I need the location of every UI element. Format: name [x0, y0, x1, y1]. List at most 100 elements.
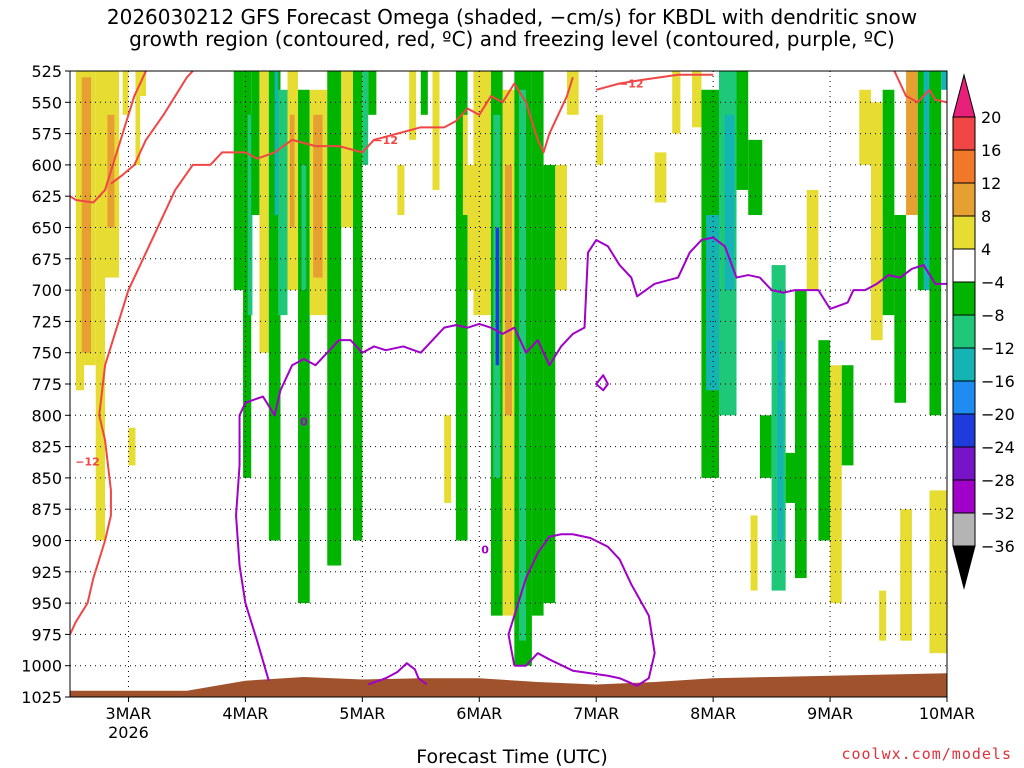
omega-cell-2	[95, 71, 106, 541]
omega-cell-34	[455, 71, 468, 541]
y-axis: 525 550 575 600 625 650 675 700 725 750 775 800 825 8…	[21, 62, 70, 707]
omega-cell-50	[654, 152, 667, 203]
purple-contour-label-1: 0	[481, 543, 489, 556]
x-tick-label-5: 8MAR	[690, 704, 736, 723]
y-tick-label-900: 900	[31, 532, 62, 551]
colorbar-label-10: −24	[981, 438, 1015, 457]
omega-cell-8	[135, 71, 141, 165]
omega-cell-73	[894, 214, 907, 403]
x-tick-label-3: 6MAR	[456, 704, 502, 723]
red-contour-1	[70, 76, 574, 635]
omega-cell-70	[870, 102, 883, 341]
omega-cell-62	[777, 340, 784, 541]
chart-title-line2: growth region (contoured, red, ºC) and f…	[129, 27, 895, 51]
y-tick-label-775: 775	[31, 375, 62, 394]
omega-cell-11	[243, 71, 252, 478]
omega-cell-78	[929, 71, 942, 416]
credit-text[interactable]: coolwx.com/models	[841, 745, 1012, 763]
chart-title-line1: 2026030212 GFS Forecast Omega (shaded, −…	[106, 5, 918, 29]
colorbar-label-12: −32	[981, 504, 1015, 523]
omega-cell-52	[692, 71, 702, 128]
red-contour-label-0: −12	[75, 456, 100, 469]
x-tick-label-0: 3MAR	[105, 704, 151, 723]
colorbar-bin-4	[952, 215, 976, 250]
omega-cell-24	[327, 71, 342, 566]
colorbar-label-0: 20	[981, 108, 1001, 127]
omega-cell-69	[859, 89, 871, 165]
omega-cell-5	[122, 71, 129, 115]
purple-contour-3	[595, 374, 609, 392]
colorbar-label-11: −28	[981, 471, 1015, 490]
omega-cell-36	[467, 164, 477, 291]
red-contour-2	[110, 71, 194, 185]
omega-cell-27	[362, 71, 369, 165]
omega-cell-17	[278, 89, 288, 316]
y-tick-label-750: 750	[31, 344, 62, 363]
omega-cell-67	[830, 365, 842, 604]
omega-cell-56	[724, 114, 735, 291]
colorbar-bin-13	[952, 512, 976, 547]
purple-contour-1	[507, 533, 656, 687]
purple-contour-label-0: 0	[300, 416, 308, 429]
omega-cell-49	[596, 114, 604, 165]
colorbar-label-2: 12	[981, 174, 1001, 193]
omega-cell-74	[900, 509, 912, 641]
omega-cell-79	[929, 490, 947, 654]
y-tick-label-800: 800	[31, 406, 62, 425]
colorbar-top-arrow	[952, 73, 976, 118]
omega-cell-10	[233, 71, 244, 291]
omega-cell-58	[748, 139, 763, 215]
x-tick-label-4: 7MAR	[573, 704, 619, 723]
red-contour-0	[70, 71, 147, 204]
omega-cell-0	[75, 71, 85, 391]
y-tick-label-1000: 1000	[21, 657, 62, 676]
colorbar: 20 16 12 8 4 −4 −8 −12 −16 −20 −24 −28 −32 −36	[952, 73, 1015, 590]
y-tick-label-625: 625	[31, 187, 62, 206]
grid-lines	[70, 71, 947, 698]
omega-cell-59	[750, 515, 758, 591]
colorbar-bin-9	[952, 380, 976, 415]
omega-cell-29	[397, 164, 405, 215]
omega-cell-44	[519, 89, 527, 641]
colorbar-label-4: 4	[981, 240, 991, 259]
omega-cell-45	[531, 71, 544, 616]
colorbar-bin-6	[952, 281, 976, 316]
y-tick-label-600: 600	[31, 156, 62, 175]
x-tick-label-6: 9MAR	[807, 704, 853, 723]
omega-cell-46	[543, 164, 556, 604]
colorbar-label-3: 8	[981, 207, 991, 226]
colorbar-label-1: 16	[981, 141, 1001, 160]
chart-title: 2026030212 GFS Forecast Omega (shaded, −…	[0, 6, 1024, 50]
y-tick-label-550: 550	[31, 93, 62, 112]
colorbar-label-6: −8	[981, 306, 1005, 325]
colorbar-bin-12	[952, 479, 976, 514]
y-tick-label-700: 700	[31, 281, 62, 300]
y-tick-label-975: 975	[31, 625, 62, 644]
x-tick-label-1: 4MAR	[222, 704, 268, 723]
omega-cell-72	[882, 89, 895, 316]
omega-cell-47	[555, 164, 567, 291]
y-tick-label-850: 850	[31, 469, 62, 488]
y-tick-label-875: 875	[31, 500, 62, 519]
omega-cell-51	[672, 71, 681, 134]
purple-contour-0	[235, 236, 947, 682]
colorbar-bin-7	[952, 314, 976, 349]
omega-cell-14	[259, 71, 269, 353]
y-tick-label-725: 725	[31, 312, 62, 331]
omega-cell-9	[140, 71, 147, 97]
colorbar-bin-3	[952, 182, 976, 217]
omega-cell-48	[566, 71, 579, 115]
colorbar-label-5: −4	[981, 273, 1005, 292]
y-tick-label-525: 525	[31, 62, 62, 81]
x-axis-label: Forecast Time (UTC)	[416, 746, 608, 768]
y-tick-label-825: 825	[31, 438, 62, 457]
omega-cell-12	[247, 114, 253, 316]
omega-cell-16	[274, 71, 279, 215]
terrain	[70, 673, 947, 697]
purple-contour-2	[367, 662, 428, 686]
x-axis: 3MAR 4MAR 5MAR 6MAR 7MAR 8MAR 9MAR 10MAR 2026	[105, 697, 975, 742]
omega-cell-7	[128, 427, 136, 466]
omega-cell-65	[806, 189, 819, 291]
y-tick-label-925: 925	[31, 563, 62, 582]
